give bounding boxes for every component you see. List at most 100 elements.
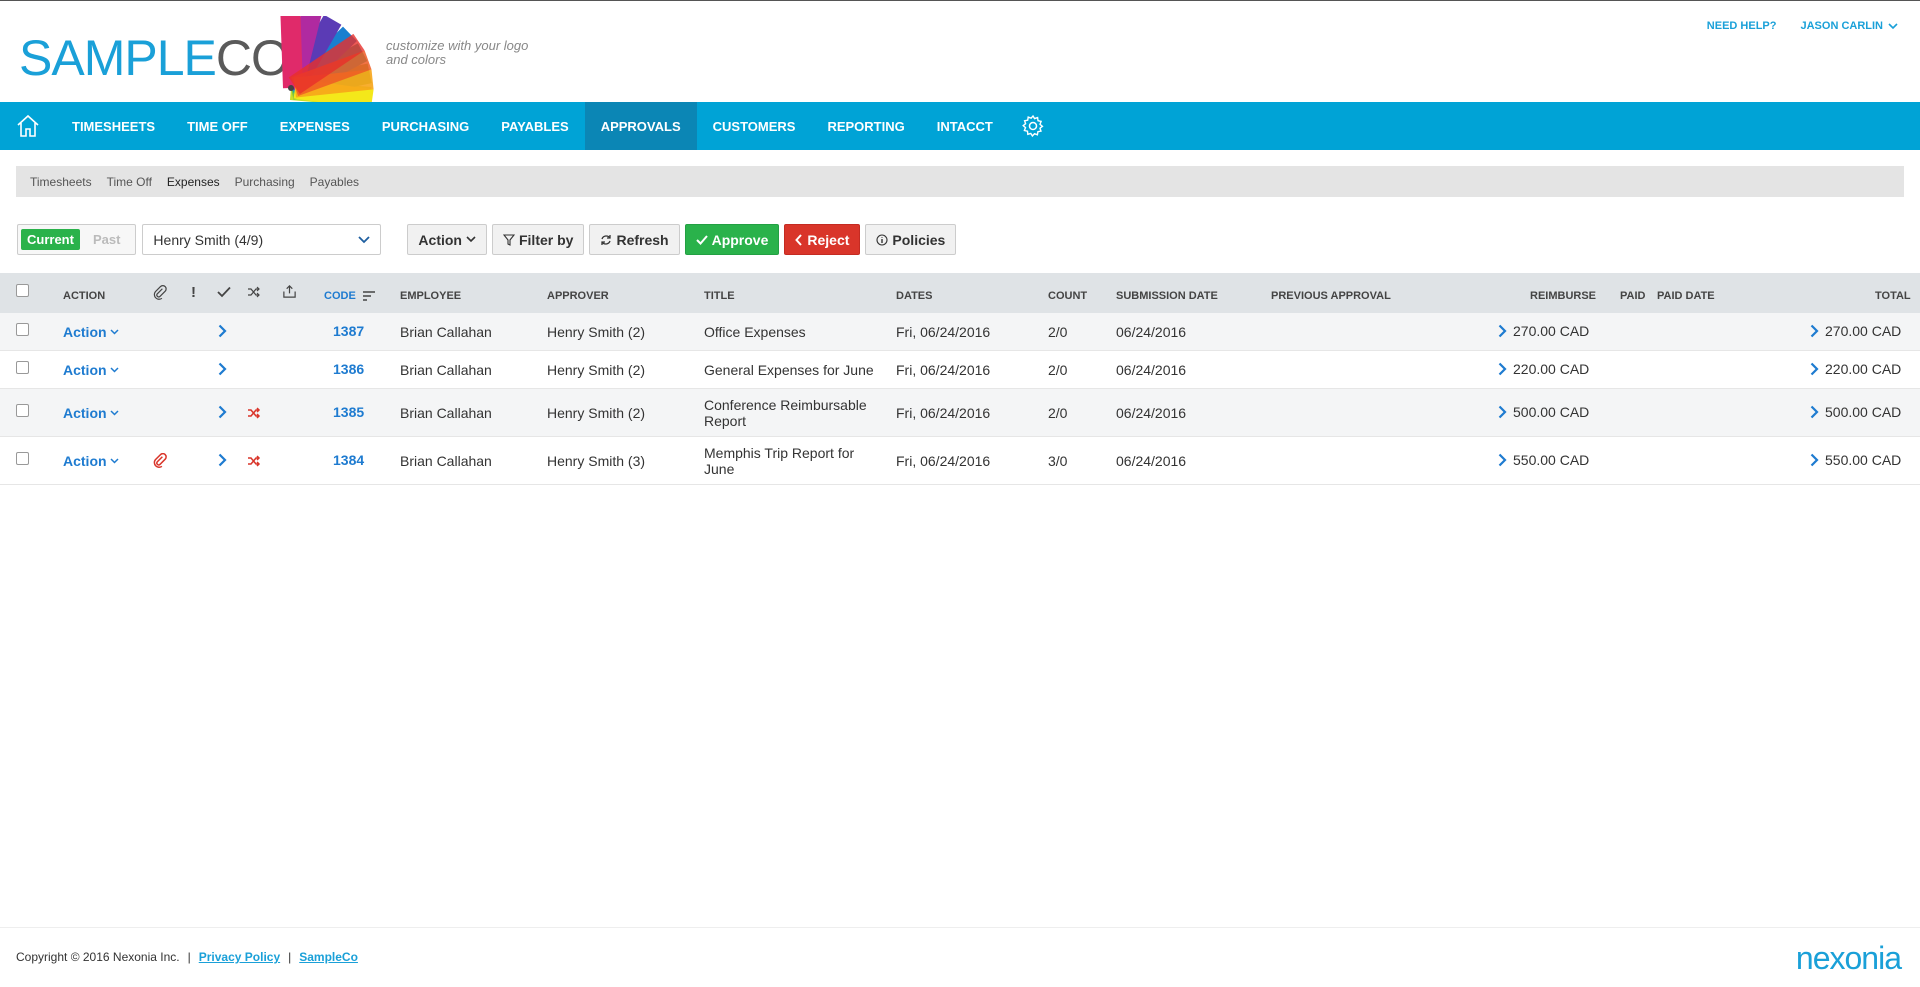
row-action-menu[interactable]: Action bbox=[63, 437, 119, 485]
row-total[interactable]: 550.00 CAD bbox=[1810, 437, 1901, 483]
nav-timesheets[interactable]: TIMESHEETS bbox=[72, 118, 156, 134]
past-toggle[interactable]: Past bbox=[92, 232, 121, 247]
row-expand-icon[interactable] bbox=[218, 351, 227, 387]
header: SAMPLECO customize wi bbox=[0, 1, 1920, 106]
row-action-menu[interactable]: Action bbox=[63, 389, 119, 437]
row-expand-icon[interactable] bbox=[218, 313, 227, 349]
chevron-right-icon bbox=[1498, 324, 1507, 338]
subnav-purchasing[interactable]: Purchasing bbox=[234, 174, 295, 189]
sort-icon bbox=[362, 291, 375, 301]
nav-customers[interactable]: CUSTOMERS bbox=[712, 118, 796, 134]
table-row[interactable]: Action 1384 Brian Callahan Henry Smith (… bbox=[0, 437, 1920, 485]
row-title-line2: Report bbox=[704, 413, 747, 429]
privacy-policy-link[interactable]: Privacy Policy bbox=[198, 950, 281, 964]
row-code[interactable]: 1384 bbox=[333, 452, 365, 468]
row-count: 2/0 bbox=[1048, 362, 1068, 378]
table-row[interactable]: Action 1387 Brian Callahan Henry Smith (… bbox=[0, 313, 1920, 351]
subnav-time-off[interactable]: Time Off bbox=[106, 174, 152, 189]
home-button[interactable] bbox=[0, 102, 56, 150]
policies-button[interactable]: Policies bbox=[865, 224, 957, 255]
row-total-value: 270.00 CAD bbox=[1825, 323, 1902, 339]
filter-button[interactable]: Filter by bbox=[491, 224, 585, 255]
header-title: TITLE bbox=[704, 290, 735, 302]
company-logo[interactable]: SAMPLECO bbox=[19, 16, 374, 106]
chevron-down-icon bbox=[110, 367, 119, 373]
nav-purchasing[interactable]: PURCHASING bbox=[381, 118, 470, 134]
row-total[interactable]: 270.00 CAD bbox=[1810, 313, 1901, 349]
main-nav: TIMESHEETS TIME OFF EXPENSES PURCHASING … bbox=[0, 102, 1920, 150]
approver-select-value: Henry Smith (4/9) bbox=[153, 231, 264, 248]
chevron-right-icon bbox=[1810, 324, 1819, 338]
row-checkbox[interactable] bbox=[16, 351, 29, 383]
row-expand-icon[interactable] bbox=[218, 437, 227, 483]
current-toggle[interactable]: Current bbox=[21, 229, 80, 250]
row-reimburse-value: 550.00 CAD bbox=[1513, 452, 1590, 468]
row-code[interactable]: 1387 bbox=[333, 323, 365, 339]
row-total[interactable]: 500.00 CAD bbox=[1810, 389, 1901, 435]
top-border bbox=[0, 0, 1920, 1]
row-checkbox[interactable] bbox=[16, 313, 29, 345]
nav-reporting[interactable]: REPORTING bbox=[827, 118, 905, 134]
logo-text-sample: SAMPLE bbox=[19, 30, 217, 86]
subnav-expenses[interactable]: Expenses bbox=[166, 174, 220, 189]
settings-button[interactable] bbox=[1009, 102, 1057, 150]
header-count: COUNT bbox=[1048, 290, 1088, 302]
approver-select[interactable]: Henry Smith (4/9) bbox=[142, 224, 382, 255]
subnav-payables[interactable]: Payables bbox=[309, 174, 360, 189]
chevron-down-icon bbox=[1888, 22, 1898, 29]
chevron-right-icon bbox=[1498, 405, 1507, 419]
row-reimburse[interactable]: 500.00 CAD bbox=[1498, 389, 1589, 435]
nav-payables[interactable]: PAYABLES bbox=[501, 118, 569, 134]
header-approver: APPROVER bbox=[547, 290, 609, 302]
row-title-line1: Conference Reimbursable bbox=[704, 397, 867, 413]
logo-text-co: CO bbox=[215, 30, 290, 86]
row-action-menu[interactable]: Action bbox=[63, 351, 119, 389]
row-checkbox[interactable] bbox=[16, 389, 29, 431]
copyright-text: Copyright © 2016 Nexonia Inc. bbox=[16, 950, 180, 964]
refresh-icon bbox=[601, 234, 612, 245]
row-employee: Brian Callahan bbox=[400, 324, 492, 340]
select-all-checkbox[interactable] bbox=[16, 273, 29, 307]
nav-intacct[interactable]: INTACCT bbox=[936, 118, 993, 134]
reject-button[interactable]: Reject bbox=[784, 224, 861, 255]
refresh-label: Refresh bbox=[616, 231, 669, 248]
row-action-menu[interactable]: Action bbox=[63, 313, 119, 351]
row-reimburse[interactable]: 550.00 CAD bbox=[1498, 437, 1589, 483]
color-fan-icon bbox=[280, 16, 374, 106]
approve-button[interactable]: Approve bbox=[684, 224, 780, 255]
header-reimburse: REIMBURSE bbox=[1530, 290, 1597, 302]
row-code[interactable]: 1386 bbox=[333, 361, 365, 377]
table-row[interactable]: Action 1385 Brian Callahan Henry Smith (… bbox=[0, 389, 1920, 437]
row-title: Memphis Trip Report for June bbox=[704, 437, 854, 485]
toolbar: Current Past Henry Smith (4/9) Action Fi… bbox=[17, 224, 957, 255]
row-reimburse[interactable]: 220.00 CAD bbox=[1498, 351, 1589, 387]
row-count: 2/0 bbox=[1048, 324, 1068, 340]
row-reimburse[interactable]: 270.00 CAD bbox=[1498, 313, 1589, 349]
refresh-button[interactable]: Refresh bbox=[589, 224, 680, 255]
info-icon bbox=[876, 233, 888, 246]
row-approver: Henry Smith (3) bbox=[547, 453, 646, 469]
nav-expenses[interactable]: EXPENSES bbox=[279, 118, 350, 134]
row-action-label: Action bbox=[63, 405, 107, 421]
row-code[interactable]: 1385 bbox=[333, 404, 365, 420]
chevron-left-icon bbox=[795, 233, 803, 246]
row-checkbox[interactable] bbox=[16, 437, 29, 479]
bulk-action-button[interactable]: Action bbox=[407, 224, 487, 255]
user-menu[interactable]: JASON CARLIN bbox=[1800, 20, 1898, 32]
row-expand-icon[interactable] bbox=[218, 389, 227, 435]
nav-time-off[interactable]: TIME OFF bbox=[187, 118, 248, 134]
attachment-icon[interactable] bbox=[153, 437, 168, 483]
header-total: TOTAL bbox=[1875, 290, 1911, 302]
need-help-link[interactable]: NEED HELP? bbox=[1706, 20, 1777, 32]
filter-icon bbox=[502, 233, 515, 246]
chevron-down-icon bbox=[110, 458, 119, 464]
nav-approvals[interactable]: APPROVALS bbox=[584, 102, 697, 150]
row-total[interactable]: 220.00 CAD bbox=[1810, 351, 1901, 387]
header-code[interactable]: CODE bbox=[324, 279, 376, 313]
row-approver: Henry Smith (2) bbox=[547, 324, 646, 340]
sampleco-link[interactable]: SampleCo bbox=[299, 950, 358, 964]
table-row[interactable]: Action 1386 Brian Callahan Henry Smith (… bbox=[0, 351, 1920, 389]
row-dates: Fri, 06/24/2016 bbox=[896, 324, 991, 340]
subnav-timesheets[interactable]: Timesheets bbox=[30, 174, 92, 189]
row-approver: Henry Smith (2) bbox=[547, 405, 646, 421]
